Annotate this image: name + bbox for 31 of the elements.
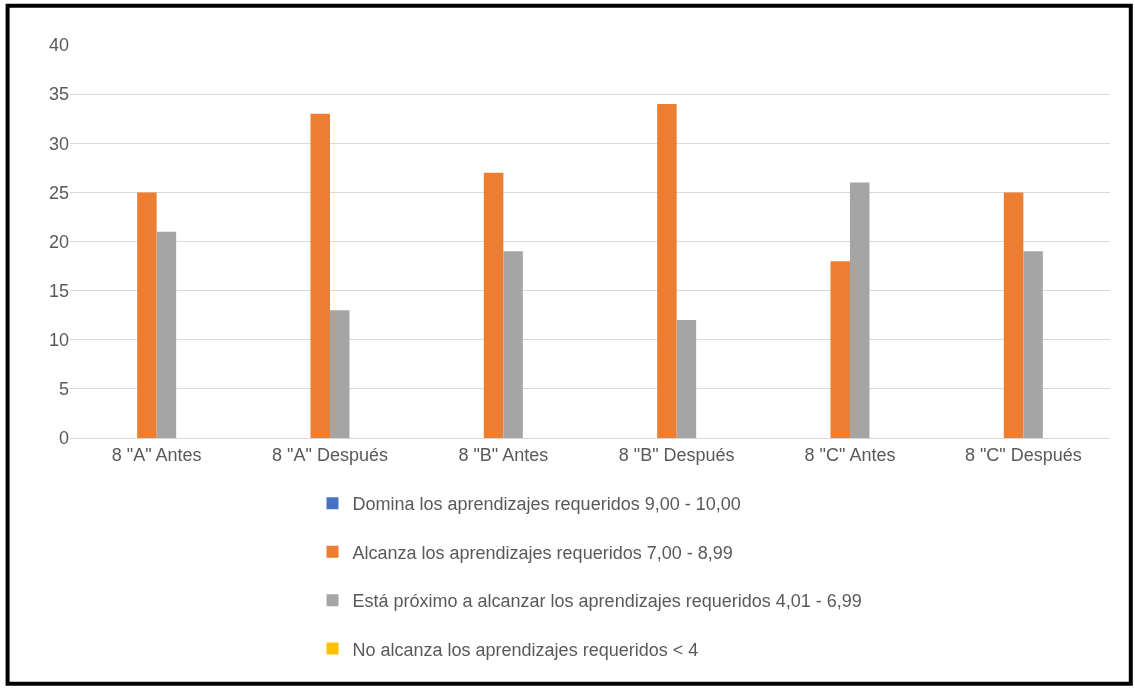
y-tick-label: 10 — [48, 330, 69, 351]
y-tick-label: 40 — [48, 35, 69, 56]
bar — [850, 182, 870, 438]
bar — [330, 310, 350, 438]
bar — [1003, 192, 1024, 438]
bar — [676, 320, 697, 438]
bar — [137, 192, 157, 438]
bar — [657, 103, 677, 438]
x-tick-label: 8 "A" Después — [272, 444, 388, 465]
y-tick-label: 0 — [58, 428, 69, 449]
y-tick-label: 20 — [48, 231, 69, 252]
x-tick-label: 8 "B" Antes — [458, 444, 549, 465]
y-tick-label: 5 — [58, 379, 69, 400]
legend-label: Alcanza los aprendizajes requeridos 7,00 - 8,99 — [352, 542, 733, 563]
legend-label: Está próximo a alcanzar los aprendizajes requeridos 4,01 - 6,99 — [352, 591, 862, 612]
y-tick-label: 25 — [48, 182, 69, 203]
y-tick-label: 15 — [48, 280, 69, 301]
x-tick-label: 8 "A" Antes — [111, 444, 202, 465]
y-tick-label: 30 — [48, 133, 69, 154]
x-tick-label: 8 "B" Después — [618, 444, 735, 465]
bar — [830, 261, 850, 438]
bar — [156, 231, 177, 438]
bar — [503, 251, 523, 438]
x-tick-label: 8 "C" Después — [964, 444, 1082, 465]
legend-label: Domina los aprendizajes requeridos 9,00 - 10,00 — [352, 494, 741, 515]
bar — [310, 113, 330, 438]
y-tick-label: 35 — [48, 84, 69, 105]
legend-label: No alcanza los aprendizajes requeridos < 4 — [352, 639, 699, 660]
x-tick-label: 8 "C" Antes — [804, 444, 896, 465]
bar — [483, 172, 504, 438]
bar — [1023, 251, 1043, 438]
